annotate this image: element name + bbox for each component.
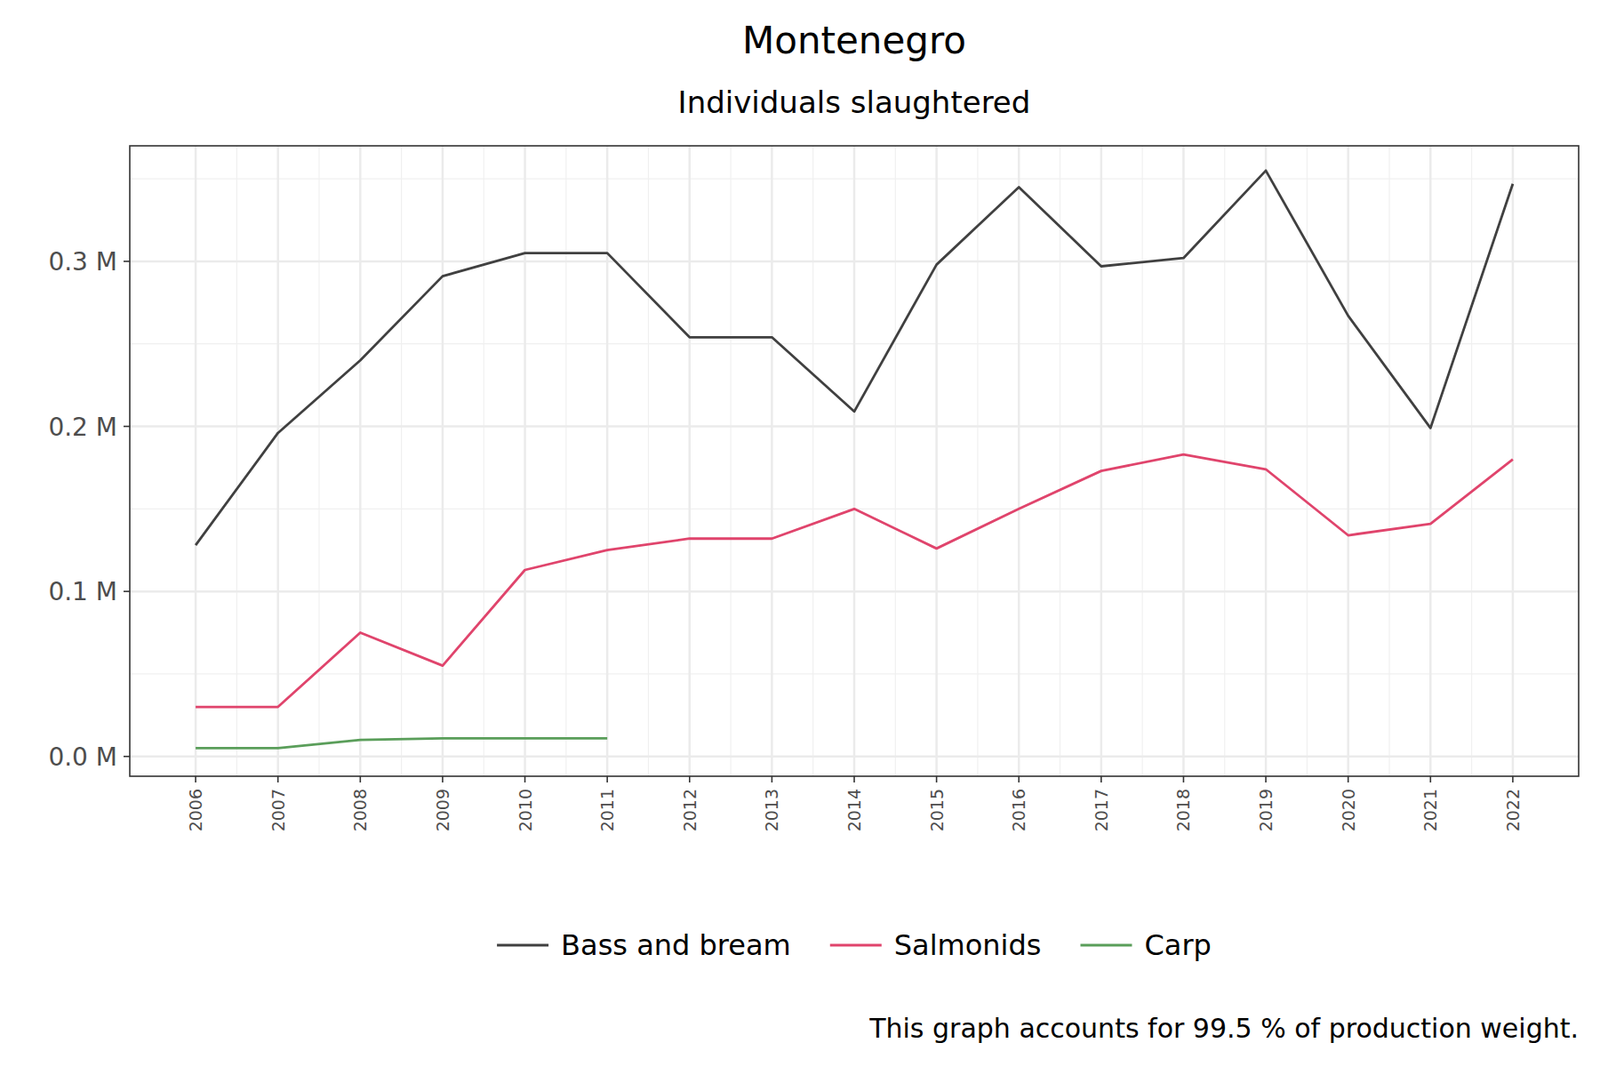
x-tick-label: 2006: [185, 788, 206, 832]
grid-line: [441, 145, 445, 776]
plot-frame: [129, 145, 1579, 776]
legend-label: Salmonids: [894, 928, 1042, 962]
legend-key: [830, 944, 882, 947]
tick-mark: [524, 776, 527, 783]
grid-line: [853, 145, 856, 776]
tick-mark: [1429, 776, 1432, 783]
y-tick-label: 0.0 M: [48, 742, 118, 772]
x-tick-label: 2007: [268, 788, 288, 832]
minor-grid: [1388, 145, 1390, 776]
legend-item: Carp: [1080, 928, 1211, 962]
tick-mark: [1512, 776, 1514, 783]
tick-mark: [606, 776, 608, 783]
grid-line: [1100, 145, 1104, 776]
minor-grid: [400, 145, 402, 776]
tick-mark: [1347, 776, 1350, 783]
legend-item: Salmonids: [830, 928, 1042, 962]
series-lines: [195, 170, 1513, 749]
grid-line: [688, 145, 692, 776]
tick-mark: [1100, 776, 1103, 783]
tick-mark: [1264, 776, 1267, 783]
grid-line: [1264, 145, 1268, 776]
x-tick-label: 2014: [844, 788, 864, 832]
minor-grid: [812, 145, 814, 776]
minor-grid: [1142, 145, 1144, 776]
legend: Bass and bream Salmonids Carp: [496, 928, 1212, 962]
tick-mark: [123, 590, 130, 592]
x-tick-label: 2012: [680, 788, 700, 832]
x-tick-label: 2010: [515, 788, 536, 832]
x-tick-label: 2019: [1256, 788, 1276, 832]
series-line: [195, 737, 608, 748]
legend-key: [496, 944, 549, 947]
x-tick-label: 2009: [432, 788, 453, 832]
series-line: [195, 170, 1513, 545]
minor-grid: [976, 145, 978, 776]
grid-line: [935, 145, 938, 776]
y-tick-label: 0.3 M: [48, 247, 118, 277]
minor-grid: [318, 145, 320, 776]
grid-line: [359, 145, 362, 776]
tick-mark: [688, 776, 691, 783]
tick-mark: [1017, 776, 1020, 783]
caption: This graph accounts for 99.5 % of produc…: [868, 1012, 1579, 1044]
x-tick-label: 2008: [350, 788, 370, 832]
minor-grid: [236, 145, 238, 776]
grid-line: [523, 145, 527, 776]
x-tick-label: 2017: [1091, 788, 1112, 832]
grid-line: [1346, 145, 1350, 776]
legend-label: Carp: [1144, 928, 1211, 962]
grid-line: [1017, 145, 1021, 776]
x-tick-label: 2011: [597, 788, 617, 832]
legend-item: Bass and bream: [496, 928, 792, 962]
tick-mark: [1183, 776, 1185, 783]
chart: MontenegroIndividuals slaughtered0.0 M0.…: [0, 0, 1600, 1067]
minor-grid: [483, 145, 485, 776]
x-tick-label: 2015: [927, 788, 947, 832]
subtitle: Individuals slaughtered: [678, 84, 1032, 120]
series-line: [195, 454, 1513, 707]
grid-line: [1429, 145, 1432, 776]
x-tick-label: 2018: [1173, 788, 1193, 832]
legend-label: Bass and bream: [560, 928, 792, 962]
background: [0, 0, 1600, 1067]
x-tick-label: 2021: [1420, 788, 1440, 832]
minor-grid: [1471, 145, 1472, 776]
y-tick-label: 0.1 M: [48, 576, 118, 607]
minor-grid: [895, 145, 896, 776]
grid-line: [1182, 145, 1185, 776]
grid-line: [606, 145, 609, 776]
tick-mark: [123, 755, 130, 758]
minor-grid: [1059, 145, 1061, 776]
tick-mark: [277, 776, 280, 783]
tick-mark: [123, 260, 130, 263]
tick-mark: [441, 776, 444, 783]
grid-line: [194, 145, 198, 776]
grid-line: [770, 145, 774, 776]
tick-mark: [936, 776, 938, 783]
minor-grid: [729, 145, 731, 776]
x-tick-label: 2013: [761, 788, 782, 832]
x-tick-label: 2016: [1008, 788, 1029, 832]
axes: 0.0 M 0.1 M 0.2 M 0.3 M 2006 2007 2008 2009 2010…: [48, 247, 1523, 832]
grid: [129, 145, 1579, 776]
tick-mark: [771, 776, 774, 783]
tick-mark: [194, 776, 197, 783]
y-tick-label: 0.2 M: [48, 412, 118, 442]
tick-mark: [853, 776, 856, 783]
legend-key: [1080, 944, 1132, 947]
minor-grid: [648, 145, 649, 776]
title: Montenegro: [742, 18, 967, 63]
tick-mark: [123, 425, 130, 428]
tick-mark: [360, 776, 362, 783]
minor-grid: [565, 145, 567, 776]
grid-line: [276, 145, 280, 776]
x-tick-label: 2020: [1338, 788, 1359, 832]
x-tick-label: 2022: [1503, 788, 1523, 832]
